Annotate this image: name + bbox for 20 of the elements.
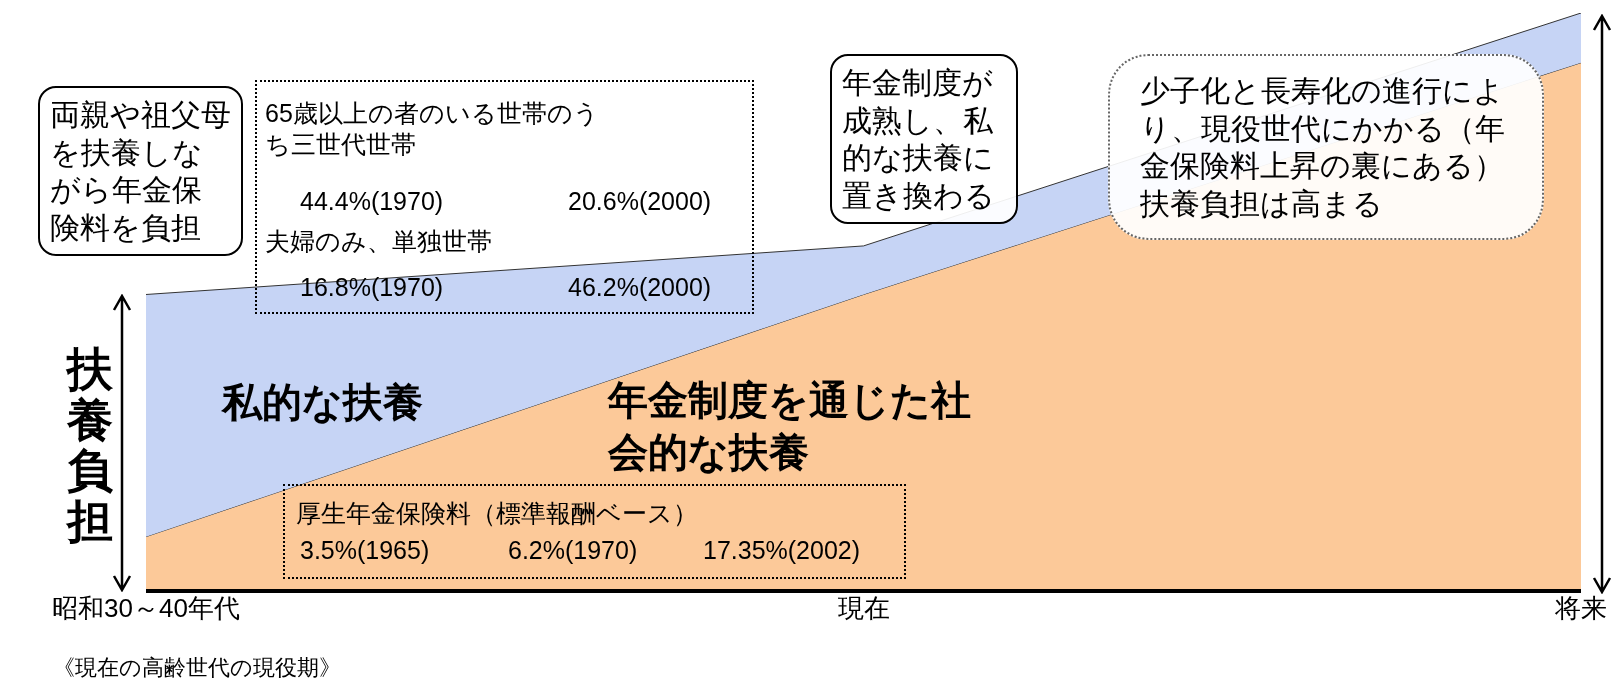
- annotation: 20.6%(2000): [568, 187, 712, 215]
- annotation: 両親や祖父母を扶養しながら年金保険料を負担: [50, 98, 231, 244]
- annotation: 46.2%(2000): [568, 273, 712, 301]
- series-label: 年金制度を通じた社会的な扶養: [608, 377, 972, 476]
- annotation: 年金制度が成熟し、私的な扶養に置き換わる: [842, 66, 995, 212]
- annotation: 夫婦のみ、単独世帯: [265, 227, 492, 255]
- x-tick-label: 将来: [1554, 593, 1607, 624]
- x-tick-label: 現在: [837, 593, 890, 624]
- annotation: 44.4%(1970): [300, 187, 444, 215]
- series-label: 私的な扶養: [222, 379, 424, 426]
- annotation: 16.8%(1970): [300, 273, 444, 301]
- annotation: 少子化と長寿化の進行により、現役世代にかかる（年金保険料上昇の裏にある）扶養負担は高まる: [1140, 74, 1505, 220]
- x-tick-label: 昭和30～40年代: [52, 593, 240, 624]
- y-axis-title: 扶養負担: [66, 343, 114, 547]
- annotation: 65歳以上の者のいる世帯のうち三世代世帯: [265, 99, 599, 159]
- text: 《現在の高齢世代の現役期》: [53, 655, 341, 680]
- annotation: 厚生年金保険料（標準報酬ベース）: [296, 499, 698, 527]
- annotation: 17.35%(2002): [703, 536, 861, 564]
- annotation: 6.2%(1970): [508, 536, 638, 564]
- annotation: 3.5%(1965): [300, 536, 430, 564]
